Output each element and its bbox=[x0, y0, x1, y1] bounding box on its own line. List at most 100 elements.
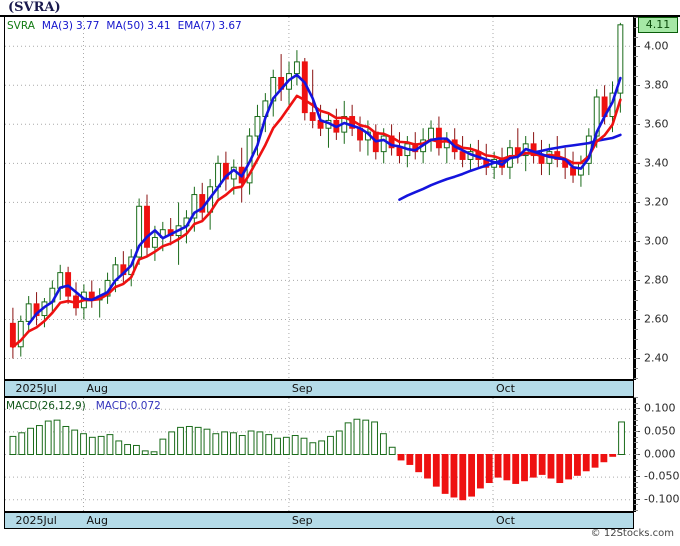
price-axis-minor-tick bbox=[634, 17, 638, 18]
legend-ma3-value: 3.77 bbox=[76, 20, 100, 32]
price-axis-minor-tick bbox=[634, 134, 638, 136]
price-axis-minor-tick bbox=[634, 299, 638, 301]
macd-axis-minor-tick bbox=[634, 413, 638, 415]
macd-axis-minor-tick bbox=[634, 510, 638, 511]
price-axis-minor-tick bbox=[634, 36, 638, 38]
price-axis-minor-tick bbox=[634, 192, 638, 194]
legend-ma50-label: MA(50) bbox=[106, 20, 145, 32]
price-axis-label: 3.40 bbox=[644, 156, 669, 170]
watermark: © 12Stocks.com bbox=[590, 528, 674, 539]
macd-axis: 0.100 0.050 0.000 -0.050 -0.100 bbox=[634, 397, 680, 512]
macd-axis-minor-tick bbox=[634, 464, 638, 466]
macd-axis-minor-tick bbox=[634, 397, 638, 398]
price-axis-minor-tick bbox=[634, 182, 638, 184]
price-axis-label: 2.60 bbox=[644, 312, 669, 326]
macd-legend-label: MACD(26,12,9) bbox=[6, 400, 86, 412]
price-axis-minor-tick bbox=[634, 358, 638, 360]
price-axis-minor-tick bbox=[634, 319, 638, 321]
price-axis-minor-tick bbox=[634, 251, 638, 253]
price-axis-minor-tick bbox=[634, 338, 638, 340]
legend-ema7-value: 3.67 bbox=[218, 20, 242, 32]
price-axis-minor-tick bbox=[634, 212, 638, 214]
date-label-top: Oct bbox=[495, 382, 515, 395]
price-axis-label: 3.20 bbox=[644, 195, 669, 209]
macd-axis-minor-tick bbox=[634, 436, 638, 438]
price-axis-minor-tick bbox=[634, 143, 638, 145]
macd-axis-minor-tick bbox=[634, 453, 638, 455]
date-label-top: Aug bbox=[86, 382, 108, 395]
last-price-badge: 4.11 bbox=[638, 16, 678, 33]
macd-legend: MACD(26,12,9) MACD:0.072 bbox=[6, 400, 161, 412]
price-legend: SVRA MA(3) 3.77 MA(50) 3.41 EMA(7) 3.67 bbox=[7, 20, 242, 32]
legend-ma3-label: MA(3) bbox=[41, 20, 74, 32]
macd-axis-minor-tick bbox=[634, 425, 638, 427]
macd-axis-minor-tick bbox=[634, 408, 638, 410]
macd-axis-minor-tick bbox=[634, 447, 638, 449]
macd-axis-minor-tick bbox=[634, 442, 638, 444]
price-axis-minor-tick bbox=[634, 173, 638, 175]
macd-axis-minor-tick bbox=[634, 487, 638, 489]
date-label-top: 2025Jul bbox=[15, 382, 57, 395]
legend-ema7-label: EMA(7) bbox=[177, 20, 216, 32]
macd-axis-minor-tick bbox=[634, 476, 638, 478]
date-label-top: Sep bbox=[291, 382, 313, 395]
price-axis-label: 2.40 bbox=[644, 351, 669, 365]
price-axis-minor-tick bbox=[634, 202, 638, 204]
macd-axis-minor-tick bbox=[634, 493, 638, 495]
legend-ma50-value: 3.41 bbox=[147, 20, 171, 32]
price-axis-minor-tick bbox=[634, 221, 638, 223]
date-axis-bottom: 2025Jul Aug Sep Oct bbox=[4, 512, 634, 529]
price-axis-rule bbox=[634, 17, 636, 380]
macd-axis-minor-tick bbox=[634, 504, 638, 506]
price-axis-minor-tick bbox=[634, 65, 638, 67]
price-axis-minor-tick bbox=[634, 348, 638, 350]
title-bar: (SVRA) bbox=[0, 0, 680, 17]
price-axis-minor-tick bbox=[634, 290, 638, 292]
date-label-bottom: 2025Jul bbox=[15, 514, 57, 527]
macd-axis-minor-tick bbox=[634, 402, 638, 404]
page-title: (SVRA) bbox=[8, 0, 61, 15]
price-axis-minor-tick bbox=[634, 56, 638, 58]
price-axis-minor-tick bbox=[634, 163, 638, 165]
macd-legend-value: MACD:0.072 bbox=[95, 400, 161, 412]
macd-chart-panel[interactable] bbox=[4, 397, 634, 512]
price-axis-minor-tick bbox=[634, 280, 638, 282]
price-axis-minor-tick bbox=[634, 378, 638, 379]
price-axis-minor-tick bbox=[634, 104, 638, 106]
price-axis-minor-tick bbox=[634, 153, 638, 155]
price-axis-minor-tick bbox=[634, 46, 638, 48]
macd-axis-label: -0.100 bbox=[644, 492, 680, 506]
macd-axis-minor-tick bbox=[634, 419, 638, 421]
price-axis-minor-tick bbox=[634, 309, 638, 311]
price-plot-svg bbox=[5, 17, 633, 378]
macd-axis-rule bbox=[634, 397, 636, 512]
price-axis-label: 3.60 bbox=[644, 117, 669, 131]
date-label-bottom: Sep bbox=[291, 514, 313, 527]
macd-axis-minor-tick bbox=[634, 470, 638, 472]
price-axis-minor-tick bbox=[634, 26, 638, 28]
macd-axis-minor-tick bbox=[634, 498, 638, 500]
price-axis-minor-tick bbox=[634, 95, 638, 97]
price-axis-minor-tick bbox=[634, 329, 638, 331]
price-axis-minor-tick bbox=[634, 231, 638, 233]
price-axis-label: 3.80 bbox=[644, 78, 669, 92]
price-axis-minor-tick bbox=[634, 124, 638, 126]
macd-axis-label: 0.100 bbox=[644, 401, 676, 415]
date-label-bottom: Aug bbox=[86, 514, 108, 527]
date-axis-top: 2025Jul Aug Sep Oct bbox=[4, 380, 634, 397]
legend-symbol: SVRA bbox=[7, 20, 35, 32]
price-axis-minor-tick bbox=[634, 270, 638, 272]
macd-axis-label: 0.000 bbox=[644, 447, 676, 460]
price-axis-minor-tick bbox=[634, 241, 638, 243]
price-axis-label: 2.80 bbox=[644, 273, 669, 287]
price-axis-label: 3.00 bbox=[644, 234, 669, 248]
price-axis-minor-tick bbox=[634, 75, 638, 77]
price-axis: 4.00 3.80 3.60 3.40 3.20 3.00 2.80 2.60 2.40 bbox=[634, 17, 680, 380]
price-chart-panel[interactable] bbox=[4, 17, 634, 380]
price-axis-minor-tick bbox=[634, 85, 638, 87]
price-axis-minor-tick bbox=[634, 260, 638, 262]
price-axis-minor-tick bbox=[634, 114, 638, 116]
macd-axis-minor-tick bbox=[634, 459, 638, 461]
price-axis-label: 4.00 bbox=[644, 39, 669, 53]
